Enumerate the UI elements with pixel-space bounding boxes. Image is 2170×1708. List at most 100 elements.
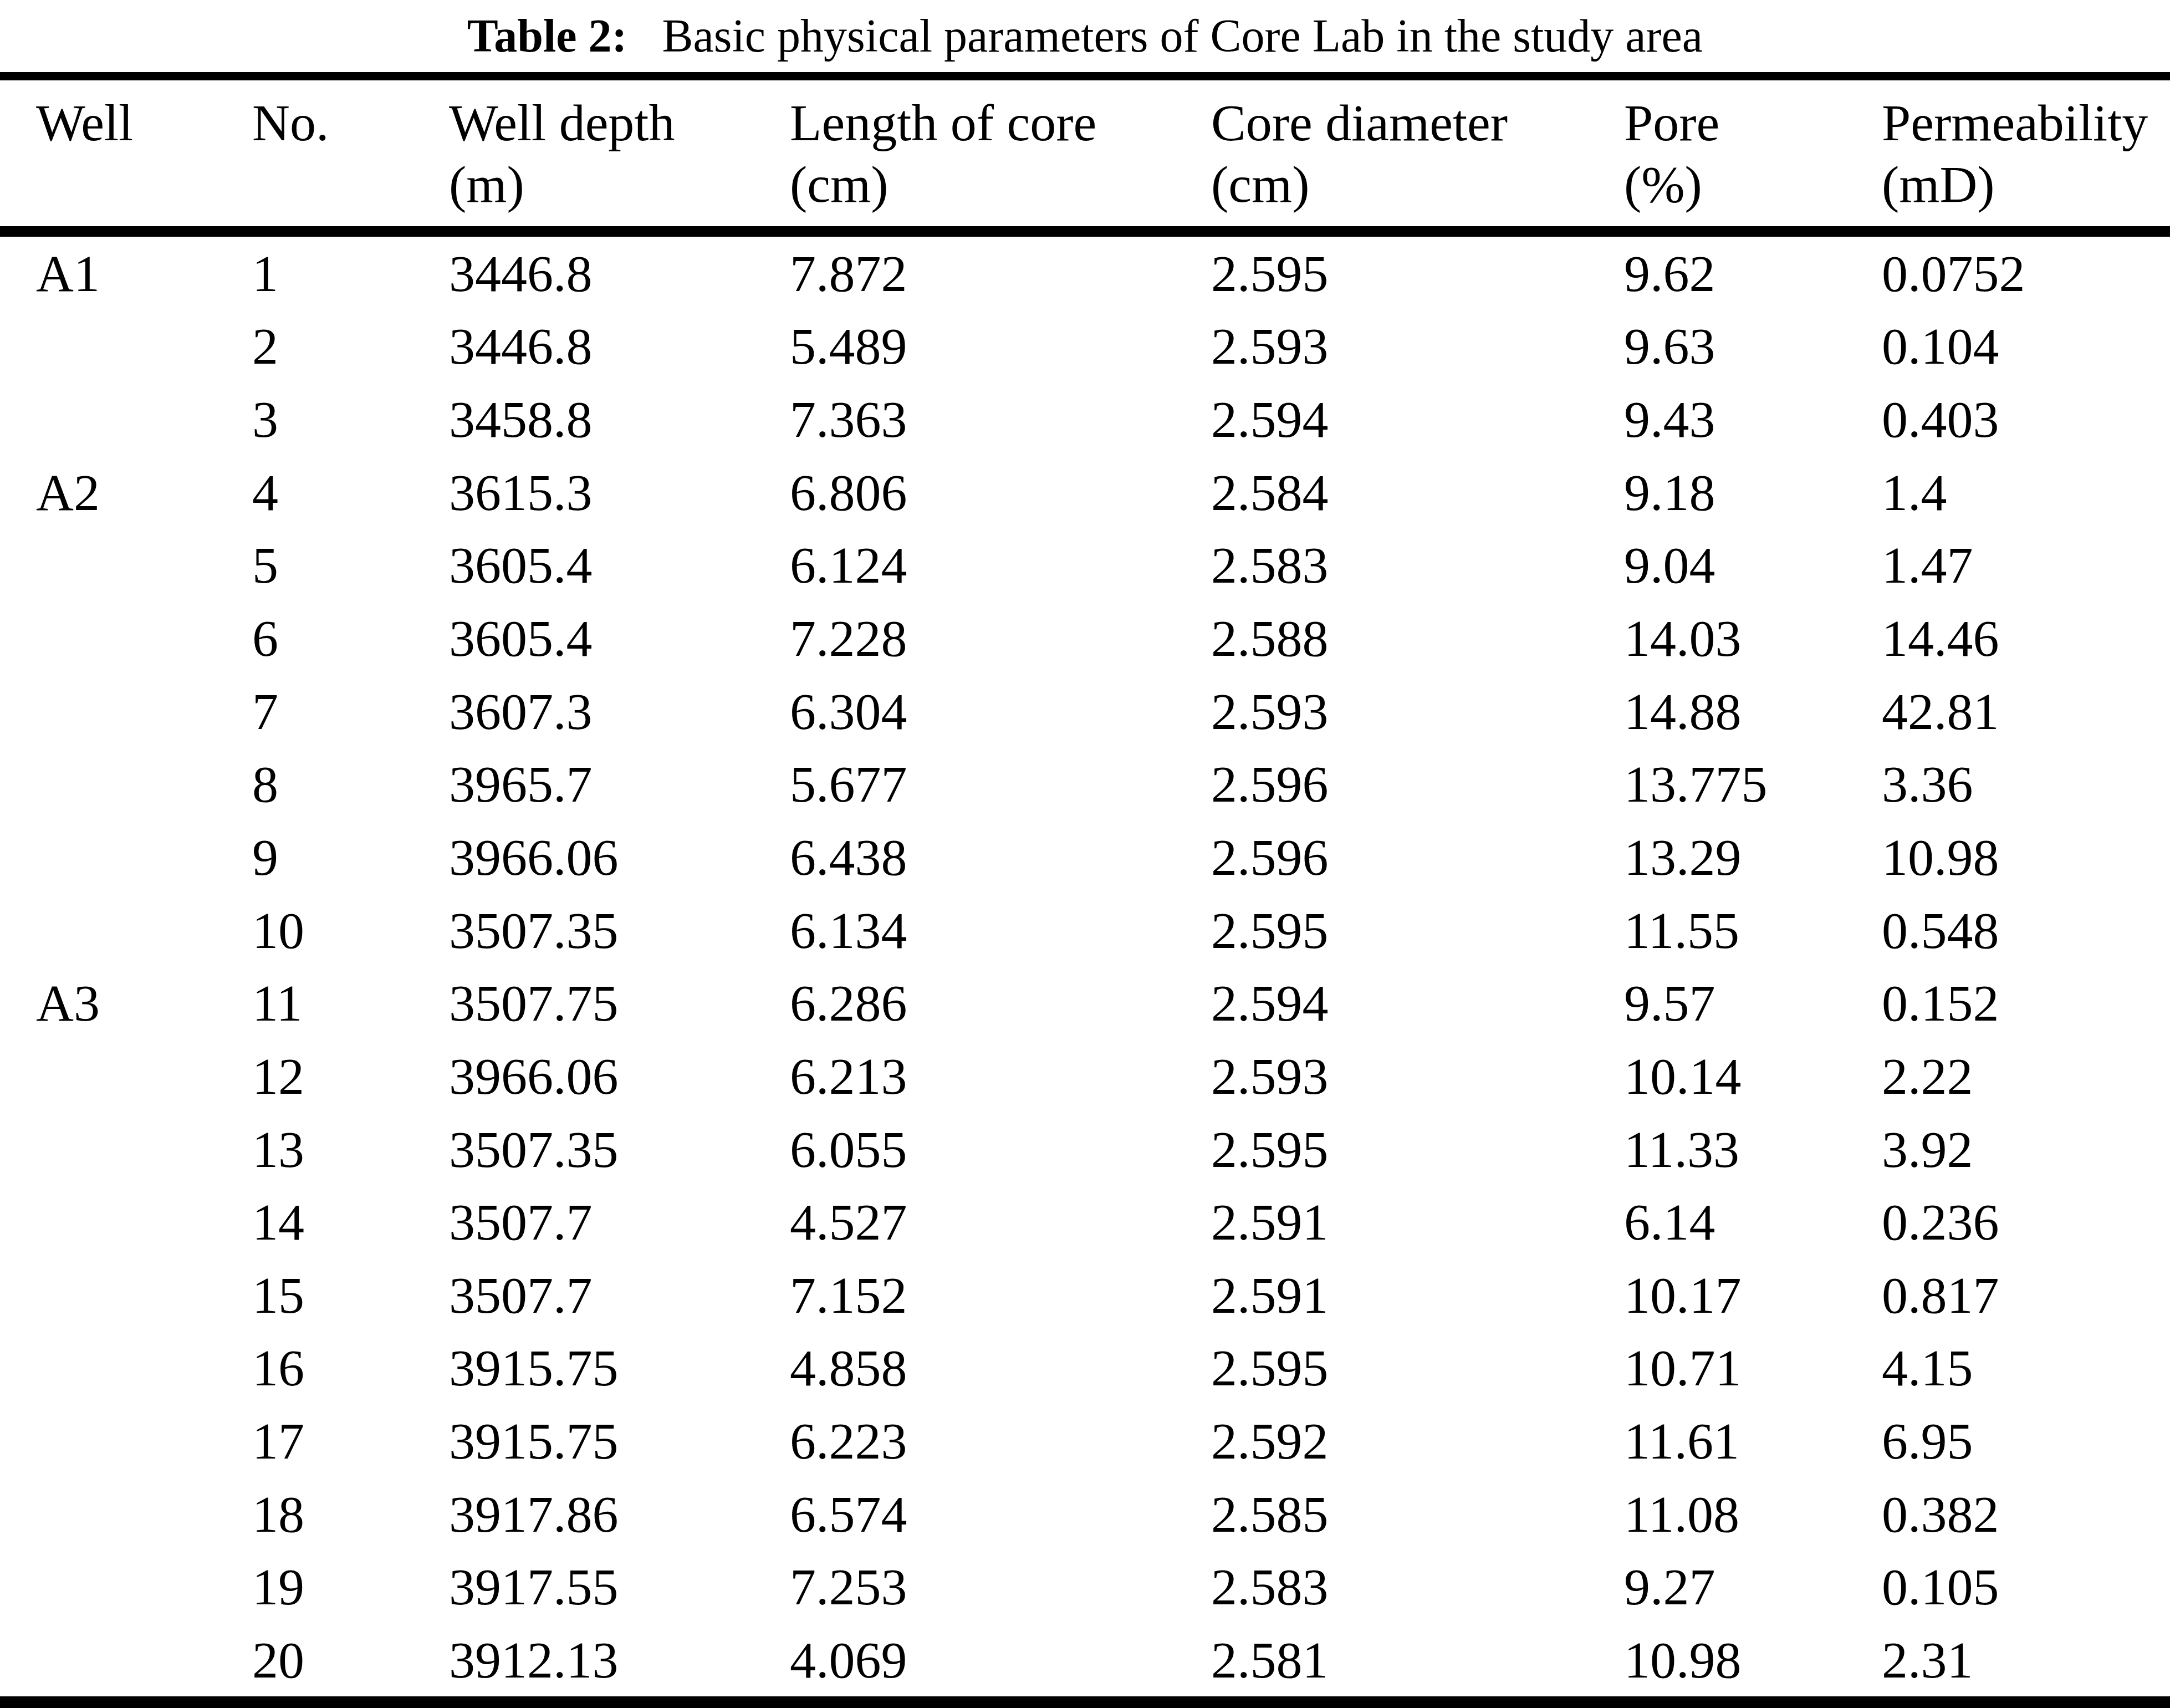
cell-length: 7.363 (790, 383, 1211, 456)
cell-length: 6.055 (790, 1113, 1211, 1186)
cell-length: 6.223 (790, 1404, 1211, 1477)
table-caption: Table 2: Basic physical parameters of Co… (0, 0, 2170, 72)
cell-no: 3 (252, 383, 449, 456)
table-row: 153507.77.1522.59110.170.817 (0, 1258, 2170, 1332)
cell-depth: 3605.4 (449, 601, 790, 675)
cell-diameter: 2.594 (1211, 966, 1624, 1039)
table-caption-text: Basic physical parameters of Core Lab in… (662, 10, 1703, 62)
cell-length: 7.152 (790, 1258, 1211, 1332)
table-row: A113446.87.8722.5959.620.0752 (0, 237, 2170, 310)
cell-well: A2 (0, 456, 252, 529)
cell-pore: 9.43 (1624, 383, 1882, 456)
cell-diameter: 2.591 (1211, 1258, 1624, 1332)
cell-diameter: 2.595 (1211, 1332, 1624, 1405)
cell-length: 7.228 (790, 601, 1211, 675)
cell-well (0, 1332, 252, 1405)
cell-perm: 0.382 (1882, 1477, 2170, 1551)
cell-length: 7.253 (790, 1551, 1211, 1624)
cell-no: 10 (252, 894, 449, 967)
cell-well (0, 1623, 252, 1696)
cell-no: 6 (252, 601, 449, 675)
cell-well: A1 (0, 237, 252, 310)
table-row: 73607.36.3042.59314.8842.81 (0, 675, 2170, 748)
cell-perm: 42.81 (1882, 675, 2170, 748)
cell-no: 5 (252, 529, 449, 602)
cell-pore: 10.71 (1624, 1332, 1882, 1405)
cell-depth: 3446.8 (449, 237, 790, 310)
cell-no: 12 (252, 1039, 449, 1113)
table-row: 23446.85.4892.5939.630.104 (0, 310, 2170, 383)
cell-no: 16 (252, 1332, 449, 1405)
header-core-length-line1: Length of core (790, 92, 1211, 154)
header-core-diameter-unit: (cm) (1211, 154, 1624, 215)
cell-pore: 14.03 (1624, 601, 1882, 675)
header-core-length-unit: (cm) (790, 154, 1211, 215)
header-permeability-unit: (mD) (1882, 154, 2170, 215)
cell-pore: 9.63 (1624, 310, 1882, 383)
header-well-depth-unit: (m) (449, 154, 790, 215)
cell-diameter: 2.593 (1211, 310, 1624, 383)
cell-length: 6.304 (790, 675, 1211, 748)
cell-well (0, 601, 252, 675)
cell-perm: 0.104 (1882, 310, 2170, 383)
table-row: 133507.356.0552.59511.333.92 (0, 1113, 2170, 1186)
cell-perm: 3.36 (1882, 747, 2170, 820)
document-page: Table 2: Basic physical parameters of Co… (0, 0, 2170, 1708)
cell-perm: 0.236 (1882, 1185, 2170, 1258)
table-row: A243615.36.8062.5849.181.4 (0, 456, 2170, 529)
top-rule (0, 72, 2170, 80)
table-row: 123966.066.2132.59310.142.22 (0, 1039, 2170, 1113)
cell-length: 6.438 (790, 820, 1211, 894)
cell-pore: 9.62 (1624, 237, 1882, 310)
cell-depth: 3966.06 (449, 820, 790, 894)
cell-well (0, 1185, 252, 1258)
cell-no: 13 (252, 1113, 449, 1186)
cell-depth: 3915.75 (449, 1404, 790, 1477)
cell-pore: 9.04 (1624, 529, 1882, 602)
cell-no: 11 (252, 966, 449, 1039)
cell-no: 7 (252, 675, 449, 748)
cell-no: 2 (252, 310, 449, 383)
cell-depth: 3607.3 (449, 675, 790, 748)
cell-no: 1 (252, 237, 449, 310)
caption-spacer (639, 10, 650, 62)
header-well-depth-line1: Well depth (449, 92, 790, 154)
cell-depth: 3507.35 (449, 894, 790, 967)
cell-diameter: 2.593 (1211, 675, 1624, 748)
table-header: Well No. Well depth (m) Length of core (… (0, 80, 2170, 226)
cell-pore: 9.27 (1624, 1551, 1882, 1624)
cell-diameter: 2.596 (1211, 820, 1624, 894)
cell-no: 19 (252, 1551, 449, 1624)
cell-well (0, 894, 252, 967)
cell-perm: 4.15 (1882, 1332, 2170, 1405)
cell-length: 4.069 (790, 1623, 1211, 1696)
table-caption-label: Table 2: (467, 10, 627, 62)
cell-perm: 10.98 (1882, 820, 2170, 894)
cell-pore: 14.88 (1624, 675, 1882, 748)
cell-depth: 3507.35 (449, 1113, 790, 1186)
table-row: 33458.87.3632.5949.430.403 (0, 383, 2170, 456)
cell-pore: 10.98 (1624, 1623, 1882, 1696)
cell-perm: 0.403 (1882, 383, 2170, 456)
table-row: 203912.134.0692.58110.982.31 (0, 1623, 2170, 1696)
header-core-diameter: Core diameter (cm) (1211, 80, 1624, 226)
cell-perm: 0.152 (1882, 966, 2170, 1039)
cell-well (0, 1258, 252, 1332)
header-permeability-line1: Permeability (1882, 92, 2170, 154)
cell-well (0, 1404, 252, 1477)
cell-pore: 10.14 (1624, 1039, 1882, 1113)
cell-depth: 3507.7 (449, 1185, 790, 1258)
header-well: Well (0, 80, 252, 226)
table-row: 193917.557.2532.5839.270.105 (0, 1551, 2170, 1624)
cell-length: 6.124 (790, 529, 1211, 602)
cell-length: 6.574 (790, 1477, 1211, 1551)
cell-length: 4.858 (790, 1332, 1211, 1405)
header-no-line1: No. (252, 92, 449, 154)
cell-well (0, 1551, 252, 1624)
cell-pore: 13.29 (1624, 820, 1882, 894)
cell-no: 15 (252, 1258, 449, 1332)
cell-diameter: 2.583 (1211, 1551, 1624, 1624)
cell-well (0, 383, 252, 456)
cell-diameter: 2.593 (1211, 1039, 1624, 1113)
table-row: 183917.866.5742.58511.080.382 (0, 1477, 2170, 1551)
